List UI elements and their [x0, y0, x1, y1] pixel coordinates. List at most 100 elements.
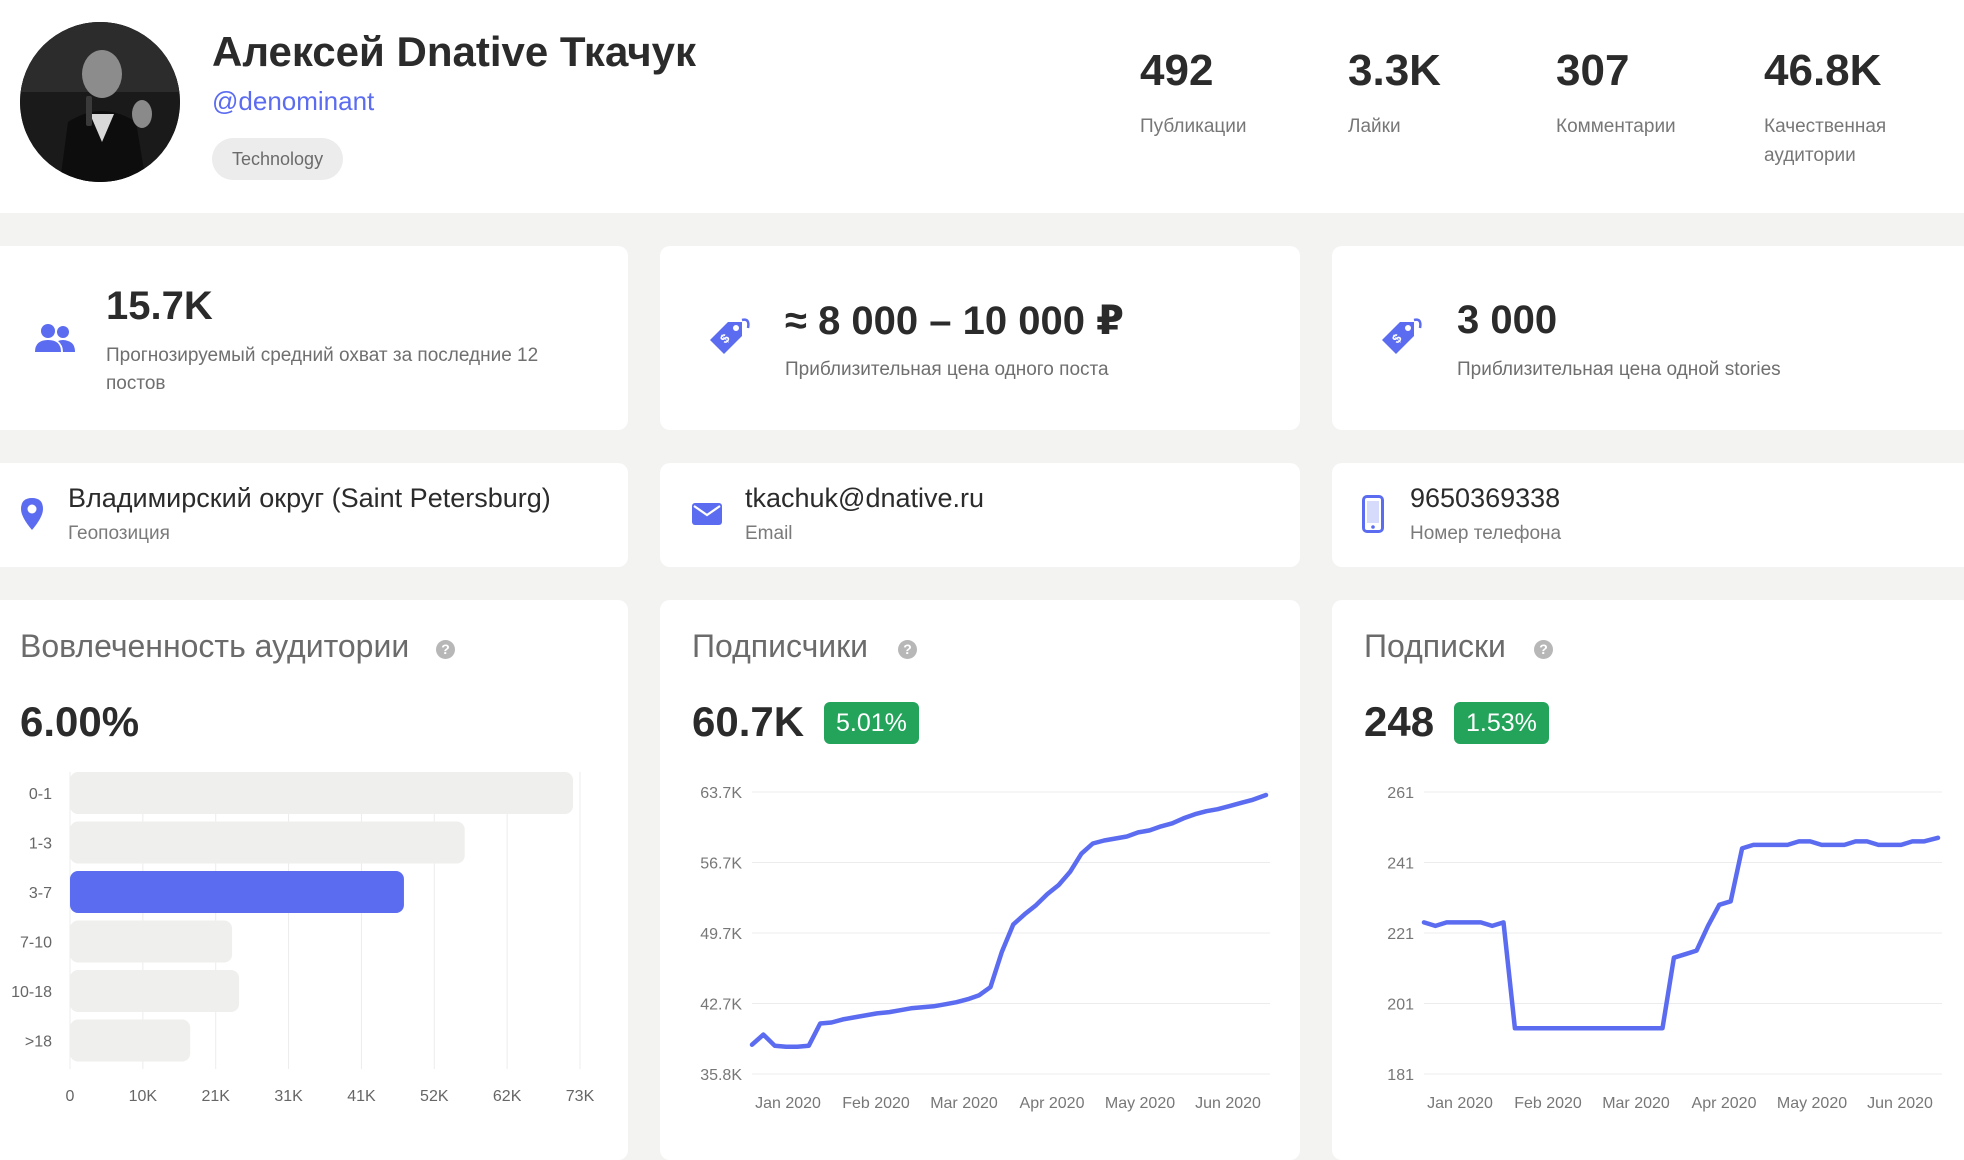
stories-price-card: $ 3 000 Приблизительная цена одной stori… [1332, 246, 1964, 430]
profile-name: Алексей Dnative Ткачук [212, 28, 697, 75]
post-price-label: Приблизительная цена одного поста [785, 359, 1109, 380]
avatar-photo [20, 22, 180, 182]
stat-value: 307 [1556, 46, 1630, 95]
followers-card: Подписчики ? 60.7K 5.01% 63.7K 56.7K 49.7K… [660, 600, 1300, 1160]
stat-value: 3.3K [1348, 46, 1441, 95]
x-tick-label: 62K [493, 1088, 522, 1105]
x-tick-label: Mar 2020 [930, 1095, 998, 1112]
stat-value: 492 [1140, 46, 1214, 95]
y-tick-label: 35.8K [700, 1067, 742, 1084]
profile-handle-link[interactable]: @denominant [212, 86, 375, 116]
x-tick-label: Feb 2020 [842, 1095, 910, 1112]
phone-label: Номер телефона [1410, 523, 1562, 544]
followers-value: 60.7K [692, 698, 805, 745]
price-tag-icon: $ [1382, 318, 1422, 354]
post-price-card: $ ≈ 8 000 – 10 000 ₽ Приблизительная цен… [660, 246, 1300, 430]
series-line [749, 792, 1269, 1049]
category-tag[interactable]: Technology [212, 138, 344, 180]
x-tick-label: 21K [201, 1088, 230, 1105]
stat-comments: 307 Комментарии [1556, 46, 1716, 141]
y-tick-label: 201 [1387, 997, 1414, 1014]
following-growth-badge: 1.53% [1454, 702, 1549, 744]
followers-title: Подписчики [692, 628, 869, 664]
x-tick-label: May 2020 [1777, 1095, 1847, 1112]
bar [70, 772, 574, 814]
stat-label: Публикации [1140, 116, 1247, 137]
y-tick-label: 49.7K [700, 926, 742, 943]
x-tick-label: 0 [66, 1088, 75, 1105]
avatar[interactable] [20, 22, 180, 182]
y-tick-label: 10-18 [11, 984, 52, 1001]
price-tag-icon: $ [710, 318, 750, 354]
stories-price-label: Приблизительная цена одной stories [1457, 359, 1781, 380]
x-tick-label: 10K [129, 1088, 158, 1105]
bar [70, 871, 404, 913]
y-tick-label: 56.7K [700, 856, 742, 873]
reach-card: 15.7K Прогнозируемый средний охват за по… [0, 246, 628, 430]
stat-quality-audience: 46.8K Качественная аудитории [1764, 46, 1924, 170]
y-tick-label: 261 [1387, 785, 1414, 802]
post-price-value: ≈ 8 000 – 10 000 ₽ [785, 299, 1124, 343]
x-tick-label: Jan 2020 [1427, 1095, 1493, 1112]
engagement-bar-chart: 0 10K 21K 31K 41K 52K 62K 73K 0-1 1-3 3-7 7-10 10-18… [11, 772, 595, 1105]
following-help-icon[interactable]: ? [1534, 640, 1553, 659]
x-tick-label: 73K [566, 1088, 595, 1105]
bar [70, 821, 465, 864]
engagement-title: Вовлеченность аудитории [20, 628, 410, 664]
following-title: Подписки [1364, 628, 1506, 664]
following-card: Подписки ? 248 1.53% 261 241 221 201 181 Jan … [1332, 600, 1964, 1160]
y-tick-label: >18 [25, 1034, 52, 1051]
y-tick-label: 3-7 [29, 885, 52, 902]
x-tick-label: Mar 2020 [1602, 1095, 1670, 1112]
bar [70, 1019, 191, 1062]
x-tick-label: 52K [420, 1088, 449, 1105]
location-label: Геопозиция [68, 523, 170, 544]
location-pin-icon [21, 498, 43, 530]
stat-label: Лайки [1348, 116, 1401, 137]
stat-publications: 492 Публикации [1140, 46, 1300, 141]
x-tick-label: Feb 2020 [1514, 1095, 1582, 1112]
envelope-icon [692, 503, 722, 525]
email-label: Email [745, 523, 793, 544]
bar [70, 970, 240, 1012]
x-tick-label: 31K [274, 1088, 303, 1105]
x-tick-label: Jun 2020 [1195, 1095, 1261, 1112]
followers-help-icon[interactable]: ? [898, 640, 917, 659]
following-line-chart: 261 241 221 201 181 Jan 2020 Feb 2020 Mar 2020 A… [1387, 785, 1942, 1112]
email-value[interactable]: tkachuk@dnative.ru [745, 483, 985, 513]
y-tick-label: 221 [1387, 926, 1414, 943]
stat-likes: 3.3K Лайки [1348, 46, 1508, 141]
x-tick-label: Jun 2020 [1867, 1095, 1933, 1112]
followers-growth-badge: 5.01% [824, 702, 919, 744]
people-icon [35, 324, 75, 352]
stories-price-value: 3 000 [1457, 298, 1558, 342]
stat-value: 46.8K [1764, 46, 1882, 95]
followers-line-chart: 63.7K 56.7K 49.7K 42.7K 35.8K Jan 2020 Feb 202… [700, 785, 1270, 1112]
email-card: tkachuk@dnative.ru Email [660, 463, 1300, 567]
location-value: Владимирский округ (Saint Petersburg) [68, 483, 551, 513]
y-tick-label: 1-3 [29, 836, 52, 853]
location-card: Владимирский округ (Saint Petersburg) Ге… [0, 463, 628, 567]
series-line [1421, 835, 1941, 1031]
stat-label: Комментарии [1556, 116, 1676, 137]
x-tick-label: Jan 2020 [755, 1095, 821, 1112]
engagement-value: 6.00% [20, 698, 140, 745]
phone-card: 9650369338 Номер телефона [1332, 463, 1964, 567]
following-value: 248 [1364, 698, 1435, 745]
y-tick-label: 7-10 [20, 935, 52, 952]
profile-header: Алексей Dnative Ткачук @denominant Techn… [0, 0, 1964, 213]
reach-value: 15.7K [106, 284, 213, 328]
y-tick-label: 0-1 [29, 786, 52, 803]
x-tick-label: 41K [347, 1088, 376, 1105]
x-tick-label: Apr 2020 [1020, 1095, 1085, 1112]
phone-value[interactable]: 9650369338 [1410, 483, 1561, 513]
stat-label: Качественная аудитории [1764, 116, 1887, 166]
engagement-help-icon[interactable]: ? [436, 640, 455, 659]
y-tick-label: 181 [1387, 1067, 1414, 1084]
reach-label: Прогнозируемый средний охват за последни… [106, 345, 539, 394]
y-tick-label: 63.7K [700, 785, 742, 802]
x-tick-label: Apr 2020 [1692, 1095, 1757, 1112]
y-tick-label: 42.7K [700, 997, 742, 1014]
y-tick-label: 241 [1387, 856, 1414, 873]
engagement-card: Вовлеченность аудитории ? 6.00% 0 10K 21K 3… [0, 600, 628, 1160]
